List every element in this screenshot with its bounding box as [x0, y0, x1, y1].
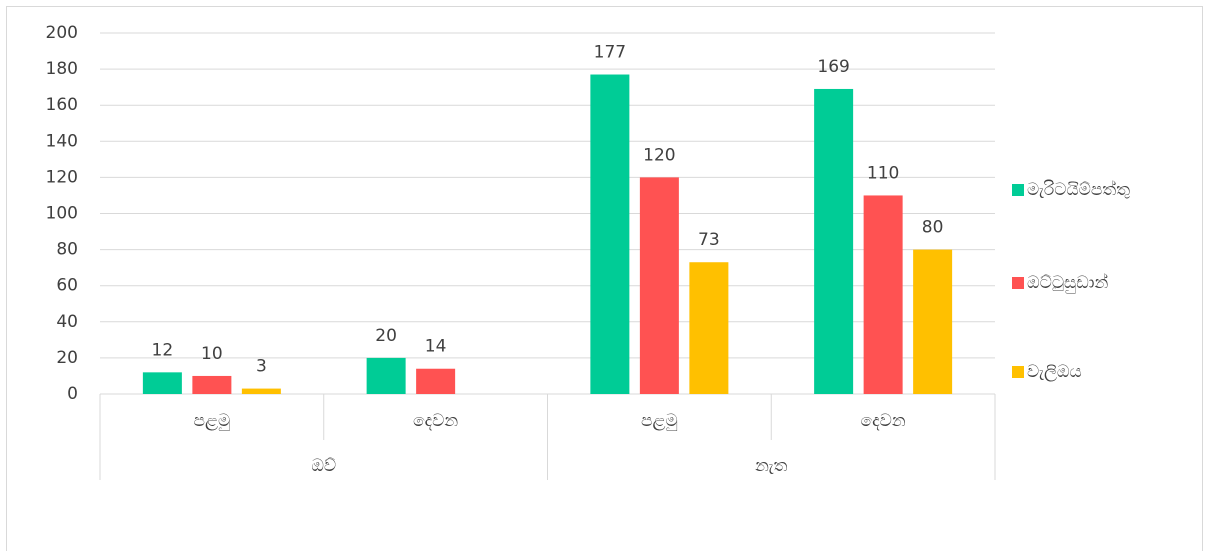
- x-tick-label: දෙවන: [413, 411, 458, 431]
- group-label: ඔව්: [311, 456, 336, 476]
- y-tick-label: 0: [67, 384, 78, 404]
- y-tick-label: 100: [46, 204, 78, 224]
- data-label: 12: [152, 340, 174, 360]
- legend-swatch: [1012, 366, 1024, 378]
- y-tick-label: 80: [56, 240, 78, 260]
- data-label: 73: [698, 230, 720, 250]
- y-tick-label: 20: [56, 348, 78, 368]
- bar: [366, 357, 406, 394]
- legend-label: වැලිඔය: [1027, 362, 1082, 382]
- y-tick-label: 160: [46, 95, 78, 115]
- bar: [142, 372, 182, 394]
- data-label: 3: [256, 357, 267, 377]
- bar: [241, 388, 281, 394]
- bar: [863, 195, 903, 394]
- chart-border: [6, 6, 1203, 551]
- x-tick-label: දෙවන: [861, 411, 906, 431]
- bar: [639, 177, 679, 394]
- y-tick-label: 140: [46, 131, 78, 151]
- data-label: 120: [643, 145, 675, 165]
- bar: [814, 88, 854, 394]
- legend-label: මැරිටයිම්පත්තු: [1027, 180, 1130, 200]
- y-tick-label: 180: [46, 59, 78, 79]
- y-tick-label: 40: [56, 312, 78, 332]
- data-label: 169: [817, 57, 849, 77]
- legend-label: ඔට්ටුසුඩාන්: [1027, 273, 1108, 293]
- data-label: 14: [425, 337, 447, 357]
- data-label: 20: [375, 326, 397, 346]
- x-tick-label: පළමු: [194, 411, 231, 431]
- bar: [192, 375, 232, 394]
- legend-swatch: [1012, 184, 1024, 196]
- bar: [590, 74, 630, 394]
- data-label: 80: [922, 218, 944, 238]
- data-label: 10: [201, 344, 223, 364]
- bar: [913, 249, 953, 394]
- bar: [689, 262, 729, 394]
- y-tick-label: 120: [46, 167, 78, 187]
- group-label: නැත: [755, 456, 788, 476]
- bar: [416, 368, 456, 394]
- y-tick-label: 200: [46, 23, 78, 43]
- data-label: 110: [867, 163, 899, 183]
- legend-swatch: [1012, 277, 1024, 289]
- y-tick-label: 60: [56, 276, 78, 296]
- x-tick-label: පළමු: [641, 411, 678, 431]
- data-label: 177: [594, 43, 626, 63]
